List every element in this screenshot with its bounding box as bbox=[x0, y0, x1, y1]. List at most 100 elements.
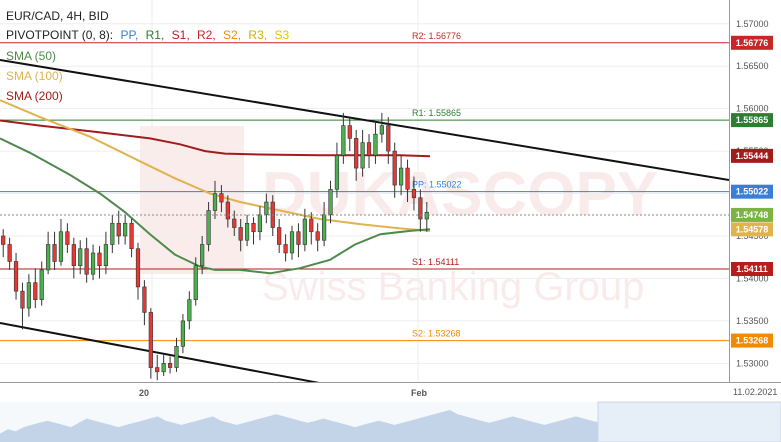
candle[interactable] bbox=[13, 252, 19, 300]
candle-body bbox=[33, 282, 38, 300]
sma200-line[interactable] bbox=[0, 119, 431, 158]
candle[interactable] bbox=[90, 244, 96, 281]
candle-body bbox=[123, 222, 128, 237]
navigator-volume bbox=[0, 410, 781, 442]
candle-body bbox=[405, 167, 410, 190]
candle[interactable] bbox=[97, 246, 102, 279]
sma50-line[interactable] bbox=[0, 137, 431, 275]
candle[interactable] bbox=[232, 210, 237, 236]
candle[interactable] bbox=[123, 214, 128, 245]
current-price-tag: 1.54748 bbox=[731, 207, 773, 222]
candle[interactable] bbox=[26, 274, 31, 317]
candle[interactable] bbox=[200, 235, 205, 275]
candle[interactable] bbox=[58, 219, 64, 266]
current-price-tag-box bbox=[731, 207, 773, 222]
candle-body bbox=[7, 244, 12, 262]
pivot-pp: PP, bbox=[120, 28, 138, 42]
candle[interactable] bbox=[71, 237, 76, 279]
candle[interactable] bbox=[411, 176, 417, 211]
candle[interactable] bbox=[142, 280, 147, 326]
candle[interactable] bbox=[328, 180, 333, 224]
price-tags: 1.56776 1.55865 1.55022 1.54111 1.53268 1.547… bbox=[731, 35, 773, 348]
candle-body bbox=[354, 138, 359, 169]
sma100-price-tag-box bbox=[731, 222, 773, 237]
candle[interactable] bbox=[360, 129, 365, 177]
candle[interactable] bbox=[379, 112, 384, 143]
candle[interactable] bbox=[334, 142, 340, 198]
candle[interactable] bbox=[103, 231, 108, 275]
candle[interactable] bbox=[180, 314, 186, 354]
level-pp-tag-box bbox=[731, 184, 773, 199]
candle-body bbox=[347, 125, 352, 139]
candle[interactable] bbox=[65, 223, 70, 253]
candle-body bbox=[392, 150, 397, 186]
candle-body bbox=[277, 227, 282, 245]
current-price-tag-label: 1.54748 bbox=[736, 210, 769, 220]
candle[interactable] bbox=[257, 206, 263, 241]
candle-body bbox=[289, 231, 295, 254]
candle[interactable] bbox=[20, 282, 25, 330]
candle[interactable] bbox=[39, 261, 44, 306]
candle[interactable] bbox=[373, 121, 378, 164]
candle[interactable] bbox=[167, 356, 173, 374]
candle[interactable] bbox=[347, 117, 352, 152]
sma200-price-tag: 1.55444 bbox=[731, 148, 773, 163]
upper-trendline[interactable] bbox=[0, 59, 729, 181]
candle[interactable] bbox=[341, 112, 346, 164]
candle[interactable] bbox=[277, 219, 282, 253]
candle[interactable] bbox=[193, 257, 198, 306]
candle[interactable] bbox=[212, 180, 218, 220]
navigator-window[interactable] bbox=[597, 401, 781, 442]
candle[interactable] bbox=[225, 195, 230, 228]
candle[interactable] bbox=[238, 219, 243, 252]
candle-body bbox=[116, 222, 121, 237]
candle[interactable] bbox=[244, 214, 250, 247]
level-label-pp: PP: 1.55022 bbox=[412, 180, 462, 190]
candle[interactable] bbox=[174, 337, 179, 372]
candle[interactable] bbox=[392, 142, 397, 198]
candle[interactable] bbox=[366, 134, 372, 169]
candle[interactable] bbox=[7, 237, 12, 270]
candle[interactable] bbox=[219, 185, 224, 213]
candle[interactable] bbox=[309, 212, 314, 245]
candle-body bbox=[135, 248, 141, 288]
candle[interactable] bbox=[399, 155, 404, 196]
candle[interactable] bbox=[315, 223, 320, 252]
candle-body bbox=[244, 222, 250, 241]
candle[interactable] bbox=[405, 159, 410, 203]
candle-body bbox=[257, 214, 263, 233]
pivot-r3: R3, bbox=[248, 28, 267, 42]
candle[interactable] bbox=[129, 219, 134, 258]
candle[interactable] bbox=[148, 308, 153, 379]
candle[interactable] bbox=[283, 234, 288, 262]
candle[interactable] bbox=[386, 117, 391, 164]
candle[interactable] bbox=[33, 268, 38, 309]
candle[interactable] bbox=[110, 214, 115, 253]
candle[interactable] bbox=[84, 237, 89, 283]
candle[interactable] bbox=[302, 208, 307, 252]
candle[interactable] bbox=[135, 242, 141, 300]
candle[interactable] bbox=[78, 240, 83, 275]
candle-body bbox=[232, 218, 237, 228]
candle[interactable] bbox=[264, 193, 269, 224]
candle[interactable] bbox=[116, 210, 121, 245]
candle[interactable] bbox=[289, 225, 295, 260]
candle[interactable] bbox=[418, 189, 423, 232]
candle[interactable] bbox=[251, 217, 256, 245]
candle[interactable] bbox=[187, 291, 192, 330]
candle[interactable] bbox=[296, 223, 301, 258]
sma100-line[interactable] bbox=[0, 99, 431, 232]
candle[interactable] bbox=[161, 354, 166, 377]
candle[interactable] bbox=[46, 231, 51, 275]
candle[interactable] bbox=[155, 354, 160, 381]
x-axis-ticks: 20 Feb bbox=[139, 388, 428, 398]
candle[interactable] bbox=[354, 129, 359, 181]
candle-body bbox=[206, 210, 211, 245]
candle-body bbox=[424, 211, 429, 220]
candle[interactable] bbox=[424, 202, 429, 232]
candle[interactable] bbox=[52, 231, 57, 270]
candle-body bbox=[58, 231, 64, 262]
lower-trendline[interactable] bbox=[0, 322, 729, 442]
candle[interactable] bbox=[206, 202, 211, 252]
candle[interactable] bbox=[1, 229, 6, 258]
